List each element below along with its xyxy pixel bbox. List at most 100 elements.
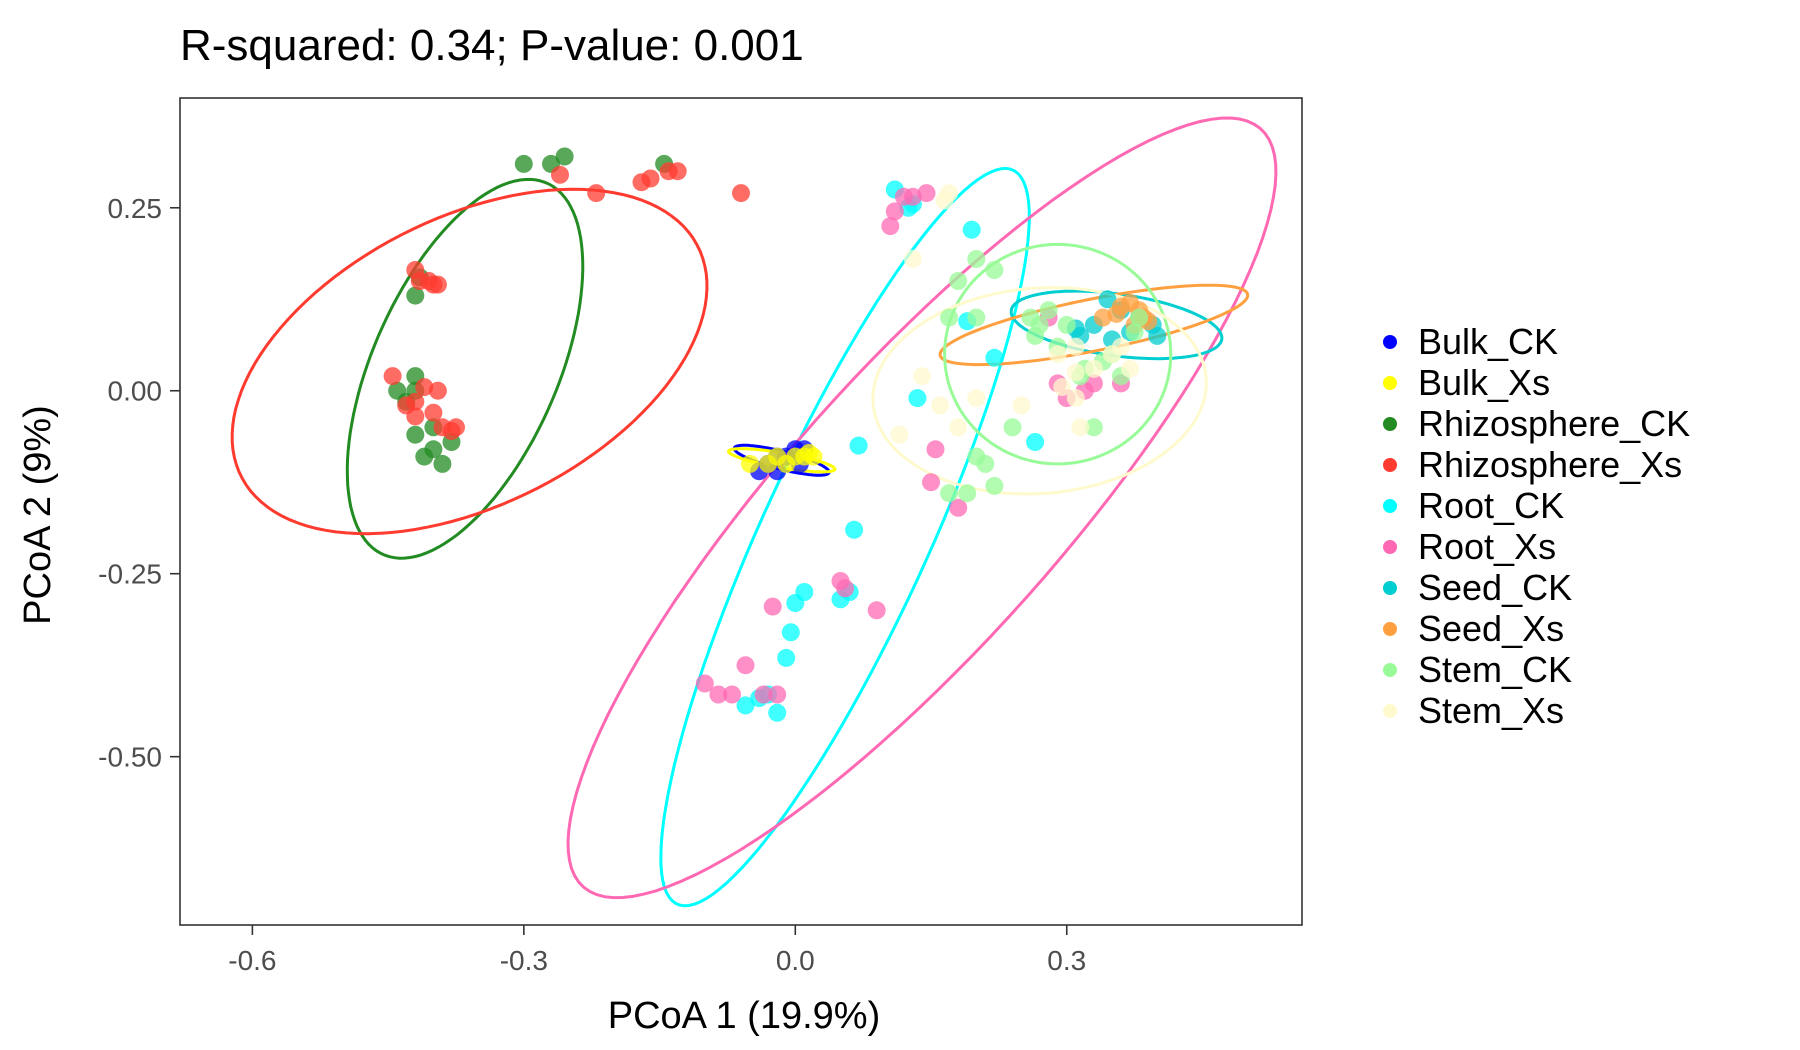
data-point bbox=[1039, 301, 1058, 320]
data-point bbox=[551, 165, 569, 184]
data-point bbox=[1048, 345, 1067, 364]
y-tick-label: -0.25 bbox=[98, 559, 162, 590]
legend-label: Stem_Xs bbox=[1418, 690, 1564, 731]
data-point bbox=[967, 447, 986, 466]
data-point bbox=[1012, 396, 1031, 415]
data-point bbox=[1121, 359, 1140, 378]
legend-key bbox=[1383, 458, 1397, 472]
legend-label: Bulk_Xs bbox=[1418, 362, 1550, 403]
data-point bbox=[1026, 433, 1045, 451]
plot-border bbox=[179, 97, 1303, 926]
data-point bbox=[428, 275, 447, 294]
data-point bbox=[428, 381, 447, 400]
data-point bbox=[1066, 337, 1085, 356]
legend-key bbox=[1383, 581, 1397, 595]
legend-label: Rhizosphere_Xs bbox=[1418, 444, 1682, 485]
x-axis-label: PCoA 1 (19.9%) bbox=[608, 995, 880, 1037]
data-point bbox=[424, 440, 443, 459]
data-point bbox=[397, 396, 416, 415]
data-point bbox=[768, 685, 787, 704]
data-point bbox=[709, 685, 728, 704]
data-point bbox=[741, 454, 759, 473]
y-tick-label: 0.25 bbox=[108, 193, 163, 224]
y-tick-label: -0.50 bbox=[98, 742, 162, 773]
data-point bbox=[777, 648, 796, 667]
ellipse-seed-xs bbox=[938, 283, 1250, 367]
legend-key bbox=[1383, 622, 1397, 636]
data-point bbox=[777, 454, 796, 473]
data-point bbox=[641, 169, 660, 188]
y-tick-label: 0.00 bbox=[108, 376, 163, 407]
series-stem-xs bbox=[890, 184, 1140, 444]
legend-item: Rhizosphere_Xs bbox=[1383, 444, 1682, 485]
data-point bbox=[555, 147, 574, 166]
legend: Bulk_CKBulk_XsRhizosphere_CKRhizosphere_… bbox=[1383, 321, 1690, 731]
data-point bbox=[1107, 304, 1126, 323]
data-point bbox=[447, 418, 465, 437]
data-point bbox=[736, 696, 755, 715]
data-point bbox=[415, 378, 434, 397]
data-point bbox=[406, 286, 425, 305]
legend-label: Root_CK bbox=[1418, 485, 1564, 526]
ellipse-rhizosphere-ck bbox=[345, 177, 585, 560]
data-point bbox=[799, 444, 818, 462]
data-point bbox=[885, 202, 904, 221]
data-point bbox=[967, 389, 986, 408]
ellipse-root-ck bbox=[659, 166, 1031, 908]
data-point bbox=[1125, 323, 1144, 342]
legend-label: Seed_Xs bbox=[1418, 608, 1564, 649]
legend-label: Bulk_CK bbox=[1418, 321, 1558, 362]
data-point bbox=[908, 389, 927, 408]
data-point bbox=[406, 425, 425, 444]
data-point bbox=[985, 348, 1004, 367]
x-tick-label: -0.6 bbox=[228, 945, 276, 976]
data-point bbox=[958, 484, 977, 503]
data-point bbox=[903, 250, 922, 268]
data-point bbox=[1084, 374, 1103, 393]
data-point bbox=[763, 597, 782, 616]
ellipse-seed-ck bbox=[1009, 289, 1224, 361]
data-point bbox=[949, 418, 968, 437]
data-point bbox=[736, 656, 755, 675]
data-point bbox=[949, 498, 968, 517]
data-point bbox=[1084, 359, 1103, 378]
data-point bbox=[940, 484, 959, 503]
data-point bbox=[1066, 363, 1085, 382]
data-point bbox=[926, 440, 945, 459]
data-point bbox=[985, 261, 1004, 279]
legend-label: Seed_CK bbox=[1418, 567, 1572, 608]
ellipse-root-xs bbox=[566, 116, 1278, 900]
legend-item: Rhizosphere_CK bbox=[1383, 403, 1690, 444]
data-point bbox=[383, 367, 402, 386]
data-point bbox=[1130, 308, 1149, 327]
data-point bbox=[940, 308, 959, 327]
data-point bbox=[890, 425, 909, 444]
data-point bbox=[931, 396, 950, 415]
data-point bbox=[1003, 418, 1022, 437]
data-point bbox=[1026, 326, 1045, 345]
data-point bbox=[1057, 315, 1076, 334]
legend-item: Root_CK bbox=[1383, 485, 1564, 526]
data-point bbox=[1053, 378, 1072, 397]
data-point bbox=[1084, 418, 1103, 437]
series-rhizosphere-xs bbox=[383, 162, 750, 440]
data-point bbox=[967, 308, 986, 327]
data-point bbox=[949, 272, 968, 290]
legend-key bbox=[1383, 417, 1397, 431]
legend-label: Rhizosphere_CK bbox=[1418, 403, 1690, 444]
data-point bbox=[786, 594, 805, 612]
chart-title: R-squared: 0.34; P-value: 0.001 bbox=[180, 21, 804, 70]
data-point bbox=[962, 220, 981, 239]
legend-item: Bulk_Xs bbox=[1383, 362, 1550, 403]
data-point bbox=[695, 674, 714, 693]
data-point bbox=[967, 250, 986, 268]
legend-item: Seed_Xs bbox=[1383, 608, 1564, 649]
legend-item: Root_Xs bbox=[1383, 526, 1556, 567]
data-point bbox=[587, 184, 606, 203]
data-point bbox=[1098, 290, 1117, 309]
legend-item: Stem_Xs bbox=[1383, 690, 1564, 731]
data-point bbox=[514, 154, 533, 173]
data-point bbox=[1066, 389, 1085, 408]
legend-label: Root_Xs bbox=[1418, 526, 1556, 567]
legend-key bbox=[1383, 704, 1397, 718]
